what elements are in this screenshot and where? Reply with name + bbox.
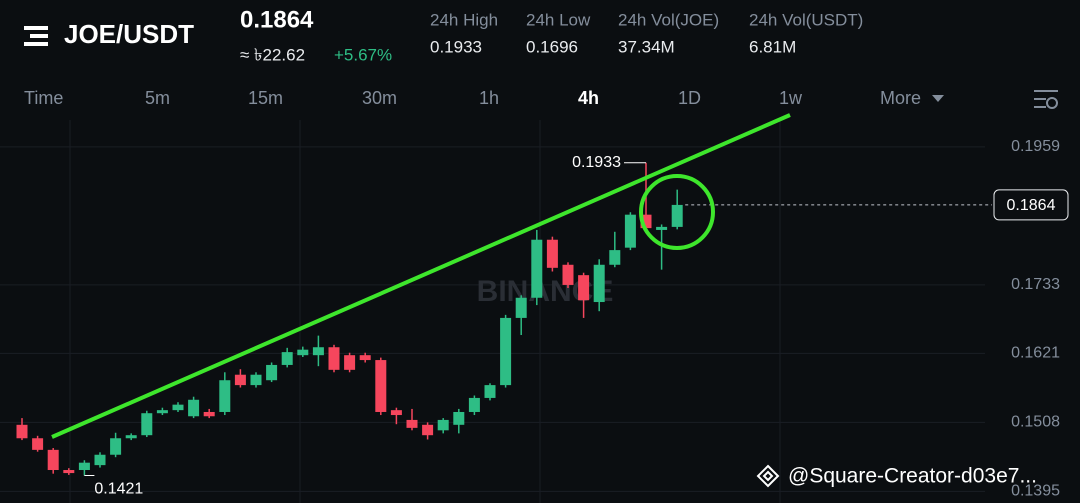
- pair[interactable]: JOE/USDT: [64, 19, 194, 49]
- candle-body: [156, 410, 168, 414]
- last-price: 0.1864: [240, 6, 314, 33]
- candle-body: [531, 239, 543, 298]
- timeframe-tab[interactable]: 1w: [779, 88, 803, 108]
- timeframe-tab[interactable]: 30m: [362, 88, 397, 108]
- stat-label: 24h Low: [526, 10, 591, 29]
- stat-value: 0.1933: [430, 37, 482, 56]
- high-label: 0.1933: [572, 154, 621, 171]
- timeframe-tab[interactable]: 15m: [248, 88, 283, 108]
- candle-body: [671, 204, 683, 227]
- candle-body: [281, 352, 293, 365]
- candle-body: [578, 275, 590, 301]
- candle-body: [515, 297, 527, 318]
- candle-body: [468, 397, 480, 412]
- candle-body: [500, 317, 512, 386]
- menu-icon[interactable]: [24, 26, 48, 46]
- y-tick-label: 0.1959: [1011, 138, 1060, 155]
- candle-body: [172, 404, 184, 411]
- candle-body: [63, 470, 75, 474]
- candle-body: [32, 438, 44, 450]
- candle-body: [78, 462, 90, 471]
- candle-body: [125, 435, 137, 439]
- stat-value: 37.34M: [618, 37, 675, 56]
- low-label: 0.1421: [94, 481, 143, 498]
- stat-label: 24h Vol(JOE): [618, 10, 719, 29]
- candle-body: [94, 454, 106, 466]
- candle-body: [453, 411, 465, 425]
- dropdown-arrow: [932, 95, 944, 102]
- candle-body: [437, 419, 449, 431]
- candle-body: [624, 214, 636, 248]
- candle-body: [546, 239, 558, 268]
- candle-body: [188, 399, 200, 417]
- timeframe-tab[interactable]: 4h: [578, 88, 599, 108]
- candle-body: [359, 355, 371, 361]
- stat-value: 6.81M: [749, 37, 796, 56]
- stat-value: 0.1696: [526, 37, 578, 56]
- fiat-price: ≈ ৳22.62: [240, 45, 305, 64]
- candle-body: [328, 347, 340, 370]
- current-price-label: 0.1864: [1007, 197, 1056, 214]
- highlight-circle: [639, 174, 715, 250]
- current-price-box: [993, 189, 1069, 221]
- y-tick-label: 0.1508: [1011, 414, 1060, 431]
- y-tick-label: 0.1395: [1011, 483, 1060, 500]
- trend-line: [51, 113, 791, 439]
- candle-body: [250, 374, 262, 386]
- candle-body: [219, 380, 231, 412]
- candle-body: [656, 226, 668, 230]
- timeframe-tab[interactable]: Time: [24, 88, 63, 108]
- y-tick-label: 0.1733: [1011, 276, 1060, 293]
- candle-body: [562, 264, 574, 285]
- candle-body: [47, 449, 59, 471]
- candle-body: [375, 360, 387, 412]
- change: +5.67%: [334, 45, 392, 64]
- watermark: BINANCE: [477, 275, 614, 308]
- timeframe-tab[interactable]: 5m: [145, 88, 170, 108]
- candle-body: [484, 385, 496, 398]
- candle-body: [344, 355, 356, 370]
- candle-body: [422, 424, 434, 436]
- settings-icon[interactable]: [1034, 90, 1058, 109]
- candle-body: [609, 250, 621, 265]
- candle-body: [406, 419, 418, 428]
- candle-body: [110, 438, 122, 455]
- timeframe-tab[interactable]: 1D: [678, 88, 701, 108]
- candle-body: [234, 374, 246, 386]
- footer-icon: [756, 464, 780, 488]
- stat-label: 24h High: [430, 10, 498, 29]
- candle-body: [297, 349, 309, 356]
- candle-body: [266, 364, 278, 381]
- candle-body: [16, 424, 28, 439]
- candle-body: [312, 347, 324, 356]
- stat-label: 24h Vol(USDT): [749, 10, 863, 29]
- candle-body: [640, 214, 652, 229]
- timeframe-tab[interactable]: More: [880, 88, 921, 108]
- candle-body: [203, 411, 215, 417]
- candle-body: [390, 410, 402, 416]
- candle-body: [141, 413, 153, 436]
- candle-body: [593, 264, 605, 303]
- timeframe-tab[interactable]: 1h: [479, 88, 499, 108]
- y-tick-label: 0.1621: [1011, 345, 1060, 362]
- footer-credit: @Square-Creator-d03e7...: [788, 465, 1037, 488]
